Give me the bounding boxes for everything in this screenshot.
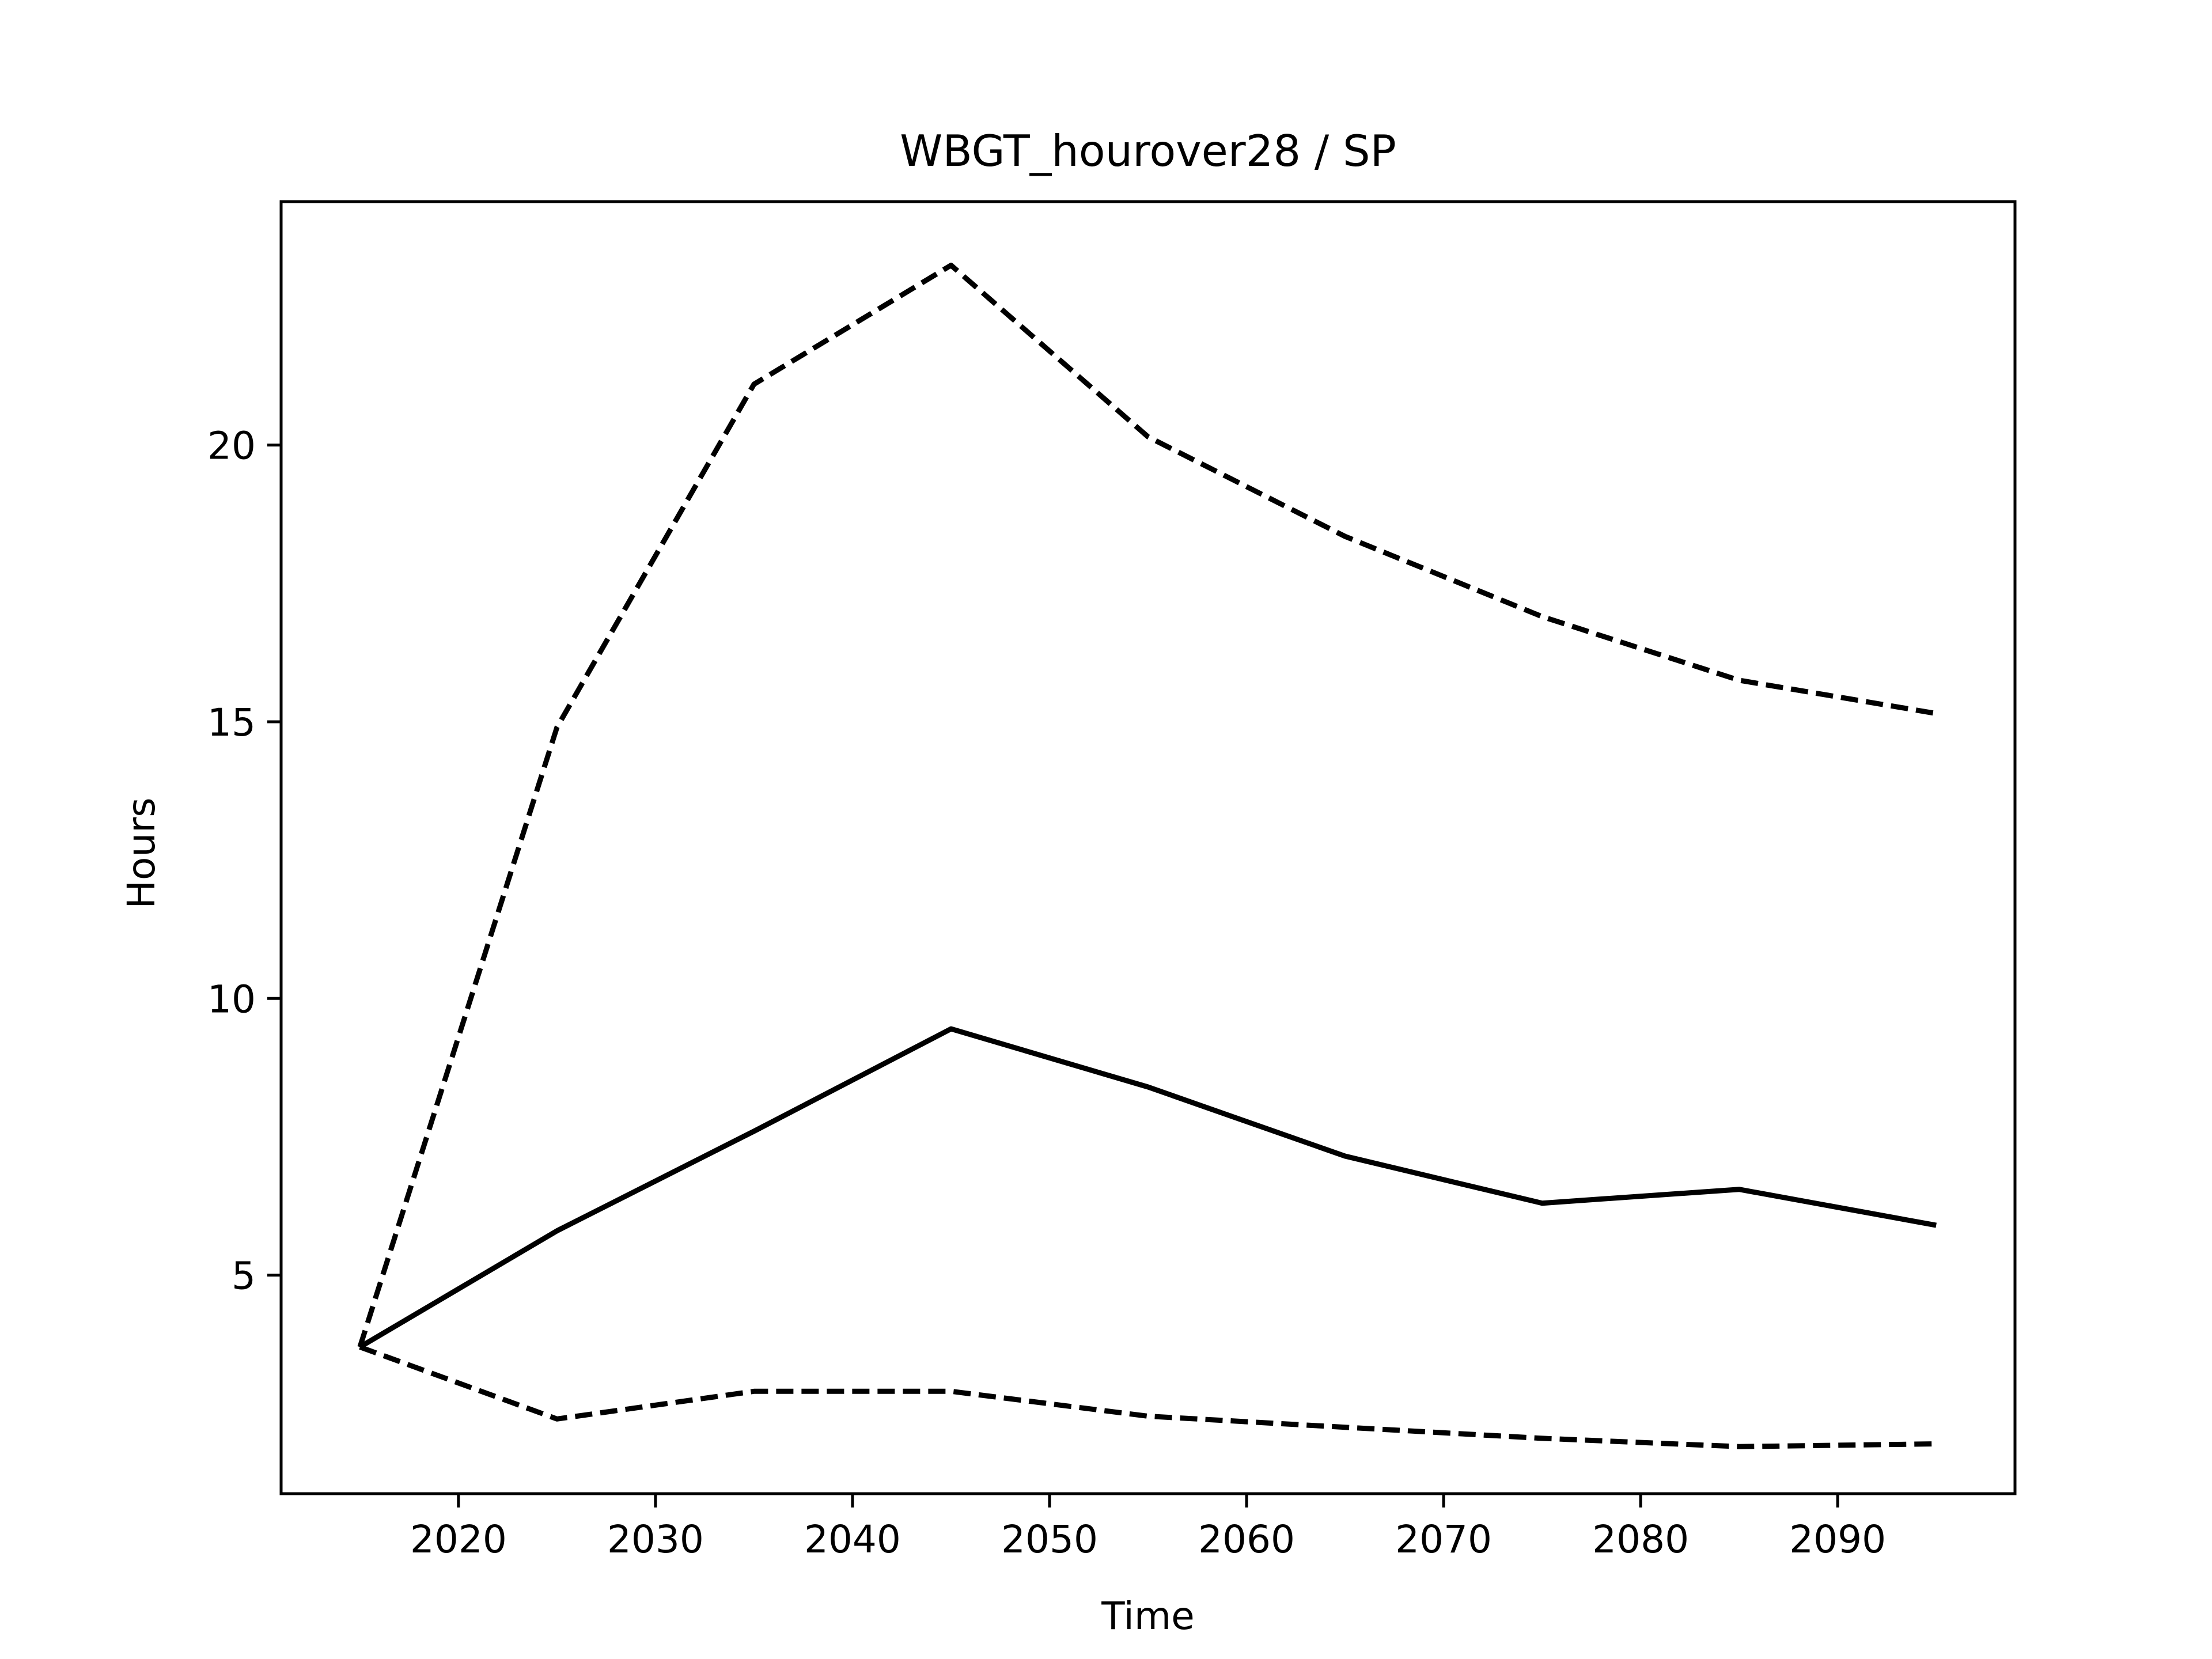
y-tick-label: 5 <box>232 1254 256 1298</box>
series-line-mean <box>358 1026 1937 1350</box>
y-tick-label: 15 <box>207 700 256 745</box>
x-tick-label: 2040 <box>804 1517 901 1562</box>
x-tick-label: 2090 <box>1789 1517 1886 1562</box>
x-tick-label: 2020 <box>410 1517 507 1562</box>
y-axis-label: Hours <box>119 797 164 908</box>
series-line-upper-bound <box>357 263 1937 1348</box>
series-line-lower-bound <box>359 1344 1937 1449</box>
x-tick-label: 2050 <box>1001 1517 1098 1562</box>
x-tick-label: 2060 <box>1198 1517 1295 1562</box>
y-tick-label: 20 <box>207 424 256 468</box>
axes-frame <box>279 200 2017 1495</box>
chart-title: WBGT_hourover28 / SP <box>900 126 1396 176</box>
x-axis-label: Time <box>1101 1594 1195 1638</box>
x-tick-label: 2070 <box>1395 1517 1492 1562</box>
x-tick-label: 2080 <box>1592 1517 1689 1562</box>
plot-area <box>357 263 1937 1449</box>
y-tick-label: 10 <box>207 977 256 1021</box>
x-tick-label: 2030 <box>607 1517 704 1562</box>
